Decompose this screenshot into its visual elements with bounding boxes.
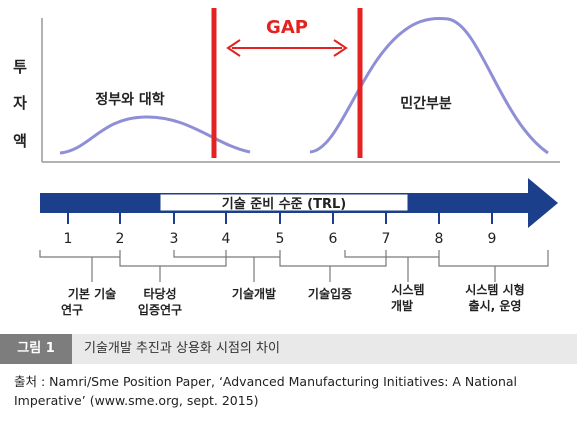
stage-1-line-1: 기본 기술 xyxy=(68,286,116,301)
gap-arrow-right-head-icon xyxy=(333,39,348,57)
stage-5-line-1: 시스템 xyxy=(391,282,424,297)
bracket-stage-1 xyxy=(39,250,121,258)
bracket-stage-6 xyxy=(438,250,549,267)
stage-4-line-1: 기술입증 xyxy=(308,286,352,301)
figure-number-badge: 그림 1 xyxy=(0,334,72,364)
private-sector-curve xyxy=(309,16,549,155)
gap-label: GAP xyxy=(266,17,308,38)
source-text: Namri/Sme Position Paper, ‘Advanced Manu… xyxy=(14,374,518,408)
y-axis-label-1: 투 xyxy=(13,58,27,76)
figure-caption-text: 기술개발 추진과 상용화 시점의 차이 xyxy=(84,341,280,356)
trl-level-1: 1 xyxy=(64,231,73,247)
trl-label-box xyxy=(159,193,409,212)
trl-level-6: 6 xyxy=(329,231,338,247)
stage-3-line-1: 기술개발 xyxy=(232,286,276,301)
stage-5-line-2: 개발 xyxy=(391,298,413,313)
trl-arrow-head-icon xyxy=(528,178,558,228)
trl-label: 기술 준비 수준 (TRL) xyxy=(222,197,346,212)
stage-2-line-2: 입증연구 xyxy=(138,302,182,317)
bracket-stage-2 xyxy=(119,250,227,267)
trl-level-3: 3 xyxy=(170,231,179,247)
trl-ticks xyxy=(67,213,493,224)
trl-gap-diagram: 투 자 액 정부와 대학 민간부분 GAP 기술 준비 수준 (TRL) 1 2… xyxy=(13,8,560,317)
bracket-stage-3-ext xyxy=(226,250,281,258)
y-axis-label-3: 액 xyxy=(13,132,27,150)
left-curve-label: 정부와 대학 xyxy=(95,91,164,108)
y-axis-label-2: 자 xyxy=(13,94,27,112)
government-university-curve xyxy=(59,115,251,155)
source-prefix: 출처 : xyxy=(14,374,46,389)
stage-6-line-1: 시스템 시형 xyxy=(465,282,524,297)
bracket-stage-3 xyxy=(173,250,226,258)
trl-level-8: 8 xyxy=(435,231,444,247)
figure-caption: 그림 1 기술개발 추진과 상용화 시점의 차이 xyxy=(0,334,577,364)
right-curve-label: 민간부분 xyxy=(400,95,452,112)
bracket-stage-5 xyxy=(344,250,440,258)
source-citation: 출처 : Namri/Sme Position Paper, ‘Advanced… xyxy=(14,372,569,410)
trl-level-4: 4 xyxy=(222,231,231,247)
trl-level-9: 9 xyxy=(488,231,497,247)
gap-arrow-left-head-icon xyxy=(226,39,241,57)
bracket-stage-4 xyxy=(279,250,387,267)
trl-level-7: 7 xyxy=(382,231,391,247)
trl-level-2: 2 xyxy=(116,231,125,247)
stage-6-line-2: 출시, 운영 xyxy=(469,298,522,313)
stage-1-line-2: 연구 xyxy=(61,302,83,317)
stage-2-line-1: 타당성 xyxy=(143,286,176,301)
trl-level-5: 5 xyxy=(276,231,285,247)
